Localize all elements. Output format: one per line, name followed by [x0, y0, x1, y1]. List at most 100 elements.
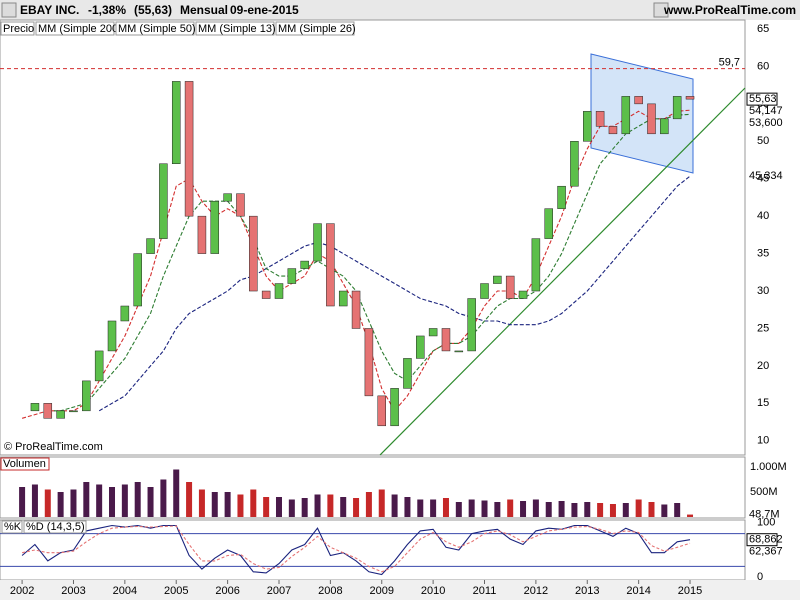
menu-button[interactable]: [1, 2, 17, 18]
candle: [403, 358, 412, 389]
legend-entry: MM (Simple 26): [278, 23, 356, 35]
x-tick-label: 2010: [421, 585, 445, 597]
volume-bar: [481, 500, 488, 517]
volume-bar: [288, 499, 295, 517]
candle: [660, 118, 669, 135]
volume-bar: [609, 504, 616, 517]
legend-box: [23, 520, 87, 534]
y-tick-label: 1.000M: [750, 461, 787, 473]
y-tick-label: 0: [757, 571, 763, 583]
volume-bar: [160, 479, 167, 517]
volume-plot: [19, 469, 694, 517]
volume-bar: [674, 503, 681, 517]
legend-box: [115, 21, 195, 36]
volume-bar: [263, 497, 270, 517]
candle: [595, 111, 605, 127]
legend-entry: MM (Simple 200): [38, 23, 122, 35]
volume-bar: [507, 499, 514, 517]
candle: [326, 223, 335, 307]
volume-bar: [96, 484, 103, 517]
volume-bar: [301, 498, 308, 517]
volume-bar: [198, 489, 205, 517]
change: -1,38%: [88, 3, 126, 17]
volume-bar: [147, 487, 154, 517]
candle: [518, 290, 528, 299]
volume-bar: [44, 489, 51, 517]
x-tick-label: 2004: [113, 585, 137, 597]
legend-box: [0, 21, 35, 36]
volume-bar: [417, 499, 424, 517]
volume-bar: [353, 498, 360, 517]
candle: [274, 283, 284, 299]
candle: [416, 335, 425, 359]
candle: [544, 208, 553, 239]
candle: [94, 350, 104, 382]
candle: [56, 410, 65, 419]
volume-bar: [468, 499, 475, 517]
legend-entry: %K: [4, 521, 22, 533]
volume-bar: [635, 499, 642, 517]
candle: [570, 141, 579, 187]
current-label: 62,367: [749, 546, 783, 558]
candle: [583, 111, 592, 142]
date: 09-ene-2015: [230, 3, 299, 17]
candle: [146, 238, 155, 254]
legend-box: [1, 520, 23, 534]
x-tick-label: 2009: [370, 585, 394, 597]
volume-bar: [109, 487, 116, 517]
volume-bar: [134, 482, 141, 517]
volume-bar: [186, 482, 193, 517]
candle: [107, 320, 117, 352]
candle: [82, 380, 91, 412]
y-tick-label: 20: [757, 360, 769, 372]
legend-entry: MM (Simple 13): [198, 23, 276, 35]
y-tick-label: 30: [757, 285, 769, 297]
current-label: 53,600: [749, 117, 783, 129]
ma-line: [21, 525, 691, 573]
current-label: 48,7M: [749, 508, 780, 520]
candle: [300, 260, 309, 269]
y-tick-label: 35: [757, 248, 769, 260]
overlay: 10152025303540455055606559,755,6354,1475…: [0, 21, 787, 597]
volume-bar: [19, 487, 26, 517]
volume-bar: [314, 494, 321, 517]
volume-bar: [173, 469, 180, 517]
legend-entry: MM (Simple 50): [118, 23, 196, 35]
candle: [454, 350, 464, 353]
y-tick-label: 65: [757, 23, 769, 35]
panel-label-box: [0, 457, 50, 471]
volume-bar: [237, 494, 244, 517]
site: www.ProRealTime.com: [663, 3, 796, 17]
price-panel: [0, 19, 746, 456]
candle: [184, 81, 194, 217]
ma-line: [47, 113, 691, 412]
volume-bar: [687, 514, 694, 517]
candle: [441, 328, 451, 352]
candle: [390, 388, 399, 427]
volume-bar: [365, 492, 372, 517]
volume-bar: [70, 489, 77, 517]
candle: [672, 96, 682, 120]
candle: [69, 410, 78, 413]
y-tick-label: 60: [757, 60, 769, 72]
candle: [249, 215, 258, 292]
x-tick-label: 2015: [678, 585, 702, 597]
current-label: 45,334: [749, 170, 783, 182]
candle: [133, 253, 142, 307]
legend-box: [275, 21, 355, 36]
candle: [210, 200, 220, 254]
volume-bar: [275, 497, 282, 517]
volume-bar: [532, 499, 539, 517]
current-label: 55,63: [749, 93, 777, 105]
y-tick-label: 25: [757, 322, 769, 334]
period: Mensual: [180, 3, 228, 17]
volume-bar: [545, 502, 552, 517]
candle: [621, 96, 631, 135]
y-tick-label: 10: [757, 435, 769, 447]
candle: [634, 96, 643, 105]
candle: [159, 163, 168, 239]
tool-button[interactable]: [653, 2, 669, 18]
